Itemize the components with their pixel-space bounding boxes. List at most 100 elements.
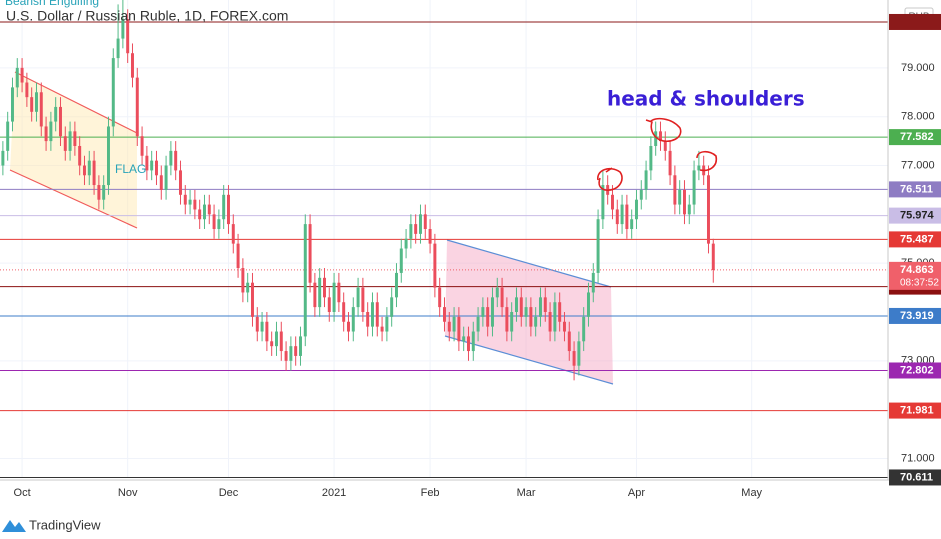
candle-body: [130, 53, 134, 78]
candle-body: [121, 19, 125, 39]
x-tick-label: Mar: [517, 487, 536, 499]
candle-body: [505, 307, 509, 332]
candle-body: [438, 287, 442, 308]
candle-body: [111, 58, 115, 127]
candle-body: [87, 160, 91, 176]
level-label: 70.611: [900, 471, 933, 483]
candle-body: [255, 316, 259, 332]
candle-body: [471, 331, 475, 352]
level-label: 75.974: [900, 210, 935, 222]
candle-body: [178, 170, 182, 195]
candle-body: [327, 297, 331, 312]
candle-body: [610, 194, 614, 210]
candle-body: [558, 302, 562, 322]
candle-body: [476, 316, 480, 332]
candle-body: [159, 175, 163, 190]
candle-body: [279, 331, 283, 352]
flag-line: [14, 71, 138, 134]
candle-body: [1, 150, 5, 166]
candle-body: [654, 131, 658, 146]
level-label-box: [889, 13, 941, 30]
level-label: 76.511: [900, 183, 933, 195]
candle-body: [447, 321, 451, 332]
candle-body: [356, 287, 360, 308]
candle-body: [222, 194, 226, 220]
candle-body: [30, 97, 34, 112]
candle-body: [409, 224, 413, 239]
candle-body: [351, 307, 355, 332]
candle-body: [298, 336, 302, 356]
x-tick-label: Apr: [628, 487, 645, 499]
candle-body: [260, 321, 264, 332]
candle-body: [6, 121, 10, 151]
candle-body: [423, 214, 427, 229]
candle-body: [399, 248, 403, 273]
candle-body: [639, 189, 643, 200]
candle-body: [553, 302, 557, 332]
candle-body: [711, 243, 715, 271]
candle-body: [495, 287, 499, 298]
candle-body: [596, 219, 600, 273]
candle-body: [466, 336, 470, 352]
candle-body: [586, 292, 590, 317]
candle-body: [20, 67, 24, 83]
level-label: 73.919: [900, 310, 934, 322]
candle-body: [236, 243, 240, 269]
candle-body: [385, 316, 389, 332]
flag-annotation: FLAG: [115, 162, 146, 176]
candle-body: [500, 287, 504, 308]
candle-body: [116, 38, 120, 59]
level-label-box: [889, 307, 941, 324]
candle-body: [433, 243, 437, 288]
candle-body: [150, 160, 154, 171]
level-label-box: [889, 362, 941, 379]
candle-body: [68, 131, 72, 151]
candle-body: [44, 126, 48, 142]
candle-body: [188, 199, 192, 205]
candle-body: [668, 150, 672, 176]
level-label-box: [889, 402, 941, 419]
candle-body: [562, 321, 566, 332]
candle-body: [303, 224, 307, 337]
brand: TradingView: [29, 517, 101, 532]
wedge-line: [446, 239, 612, 288]
candle-body: [414, 224, 418, 234]
candle-body: [390, 297, 394, 317]
candle-body: [490, 297, 494, 327]
candle-body: [567, 331, 571, 352]
candle-body: [294, 346, 298, 356]
candle-body: [442, 307, 446, 322]
candle-body: [313, 282, 317, 308]
chart-title: U.S. Dollar / Russian Ruble, 1D, FOREX.c…: [6, 8, 288, 24]
candle-body: [97, 185, 101, 200]
candle-body: [63, 136, 67, 151]
candle-body: [462, 336, 466, 342]
candle-body: [164, 165, 168, 190]
pattern-annotation: head & shoulders: [607, 87, 805, 111]
candle-body: [706, 175, 710, 244]
candle-body: [538, 297, 542, 317]
candle-body: [145, 155, 149, 171]
x-tick-label: May: [741, 487, 762, 499]
head-circle: [645, 117, 682, 143]
candle-body: [510, 311, 514, 332]
candle-body: [577, 341, 581, 366]
candle-body: [481, 307, 485, 317]
level-label-box: [889, 469, 941, 486]
x-tick-label: Oct: [14, 487, 31, 499]
candle-body: [174, 150, 178, 171]
candle-body: [15, 67, 19, 88]
candle-body: [663, 141, 667, 151]
candle-body: [102, 185, 106, 200]
candle-body: [289, 346, 293, 361]
countdown: 08:37:52: [900, 277, 939, 288]
level-label: 75.487: [900, 233, 934, 245]
candle-body: [207, 204, 211, 215]
candle-body: [630, 219, 634, 229]
last-price-label: 74.863: [900, 264, 934, 276]
candle-body: [332, 282, 336, 312]
candles: [1, 0, 715, 381]
candle-body: [519, 297, 523, 317]
